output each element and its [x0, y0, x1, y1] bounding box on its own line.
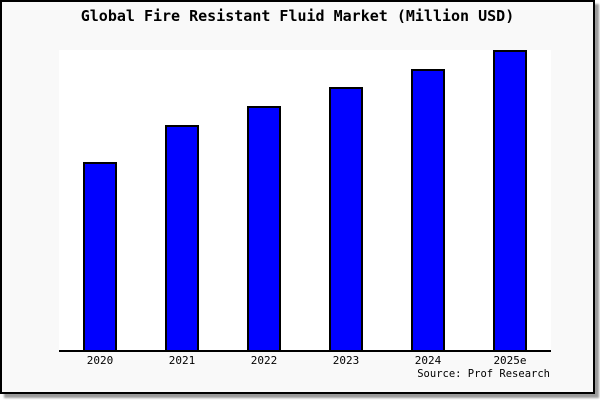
chart-title: Global Fire Resistant Fluid Market (Mill…	[80, 7, 515, 25]
x-tick-label-2022: 2022	[250, 354, 278, 367]
bar-slot-2021	[141, 50, 223, 350]
x-tick-label-2024: 2024	[414, 354, 442, 367]
source-caption: Source: Prof Research	[417, 368, 550, 380]
bar-2024	[411, 68, 445, 350]
chart-card: Global Fire Resistant Fluid Market (Mill…	[0, 0, 595, 394]
x-tick-label-2021: 2021	[168, 354, 196, 367]
bar-slot-2024	[387, 50, 469, 350]
bar-2020	[83, 161, 117, 350]
bar-2023	[329, 86, 363, 350]
x-tick-label-2023: 2023	[332, 354, 360, 367]
x-axis-tick-labels: 2020 2021 2022 2023 2024 2025e	[59, 354, 551, 367]
bar-2021	[165, 125, 199, 350]
bar-slot-2022	[223, 50, 305, 350]
bar-slot-2025e	[469, 50, 551, 350]
plot-area	[59, 50, 551, 352]
bar-slot-2023	[305, 50, 387, 350]
x-tick-label-2020: 2020	[86, 354, 114, 367]
bar-2022	[247, 105, 281, 350]
bar-2025e	[493, 50, 527, 350]
bar-slot-2020	[59, 50, 141, 350]
x-tick-label-2025e: 2025e	[493, 354, 527, 367]
